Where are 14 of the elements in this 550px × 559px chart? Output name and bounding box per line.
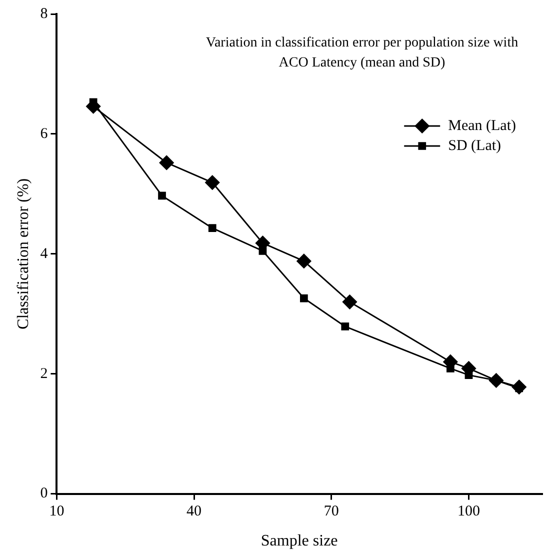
legend-label: Mean (Lat) bbox=[448, 118, 516, 134]
x-tick-label: 10 bbox=[49, 504, 64, 520]
legend-label: SD (Lat) bbox=[448, 138, 502, 154]
y-tick-label: 0 bbox=[40, 486, 48, 502]
x-tick-label: 70 bbox=[324, 504, 339, 520]
y-tick-label: 4 bbox=[40, 246, 48, 262]
text: Variation in classification error per population size with ACO Latency (mean and SD) bbox=[206, 36, 518, 71]
x-tick-label: 40 bbox=[186, 504, 202, 520]
y-axis-title: Classification error (%) bbox=[14, 178, 32, 330]
y-tick-label: 8 bbox=[40, 6, 48, 22]
x-axis-title: Sample size bbox=[260, 532, 338, 550]
y-tick-label: 2 bbox=[40, 366, 48, 382]
y-tick-label: 6 bbox=[40, 126, 48, 142]
x-tick-label: 100 bbox=[457, 504, 480, 520]
